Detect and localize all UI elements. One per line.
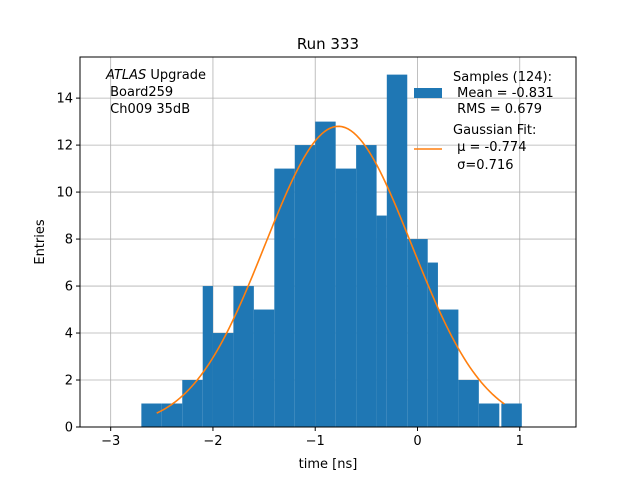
annotation-upgrade: Upgrade (146, 68, 206, 83)
x-axis-label: time [ns] (299, 457, 358, 472)
annotation-board: Board259 (106, 85, 173, 100)
legend: Samples (124): Mean = -0.831 RMS = 0.679… (414, 70, 554, 173)
y-tick-label: 6 (65, 280, 73, 295)
y-tick-label: 0 (65, 421, 73, 436)
y-axis-label: Entries (33, 219, 48, 265)
y-tick-label: 10 (56, 186, 73, 201)
y-tick-label: 8 (65, 233, 73, 248)
x-tick-label: −2 (203, 434, 222, 449)
histogram-bar (356, 145, 377, 427)
legend-samples-rms: RMS = 0.679 (453, 102, 542, 117)
y-tick-label: 4 (65, 327, 73, 342)
legend-fit-title: Gaussian Fit: (453, 123, 536, 138)
histogram-bar (253, 309, 275, 427)
legend-samples-title: Samples (124): (453, 70, 552, 85)
legend-samples-patch (414, 88, 442, 98)
histogram-bar (315, 121, 336, 427)
histogram-bar (376, 215, 387, 427)
y-tick-label: 2 (65, 374, 73, 389)
annotation-block: ATLAS Upgrade Board259 Ch009 35dB (105, 68, 206, 117)
histogram-bar (212, 333, 234, 427)
histogram-bar (294, 145, 316, 427)
svg-text:ATLAS Upgrade: ATLAS Upgrade (105, 68, 206, 83)
axes-frame (79, 56, 577, 428)
legend-fit-mu: μ = -0.774 (453, 140, 526, 155)
x-tick-label: 0 (413, 434, 421, 449)
annotation-atlas: ATLAS (105, 68, 146, 83)
histogram-bar (427, 262, 438, 427)
x-tick-label: −1 (306, 434, 325, 449)
histogram-bar (386, 74, 408, 427)
x-tick-label: −3 (101, 434, 120, 449)
histogram-bar (501, 403, 522, 427)
histogram-bar (274, 168, 295, 428)
annotation-channel: Ch009 35dB (106, 102, 190, 117)
histogram-bar (141, 403, 162, 427)
legend-fit-sigma: σ=0.716 (453, 158, 513, 173)
histogram-bars (141, 74, 522, 428)
histogram-bar (161, 403, 183, 427)
chart-title: Run 333 (297, 35, 359, 53)
y-tick-label: 12 (56, 139, 73, 154)
histogram-bar (407, 239, 428, 427)
histogram-bar (182, 380, 203, 427)
histogram-bar (335, 168, 357, 428)
x-tick-label: 1 (516, 434, 524, 449)
histogram-bar (458, 380, 479, 427)
legend-samples-mean: Mean = -0.831 (453, 86, 554, 101)
histogram-bar (233, 286, 254, 427)
gaussian-fit-curve (156, 125, 505, 414)
histogram-bar (437, 309, 459, 427)
histogram-bar (202, 286, 213, 427)
y-tick-label: 14 (56, 92, 73, 107)
histogram-bar (478, 403, 500, 427)
